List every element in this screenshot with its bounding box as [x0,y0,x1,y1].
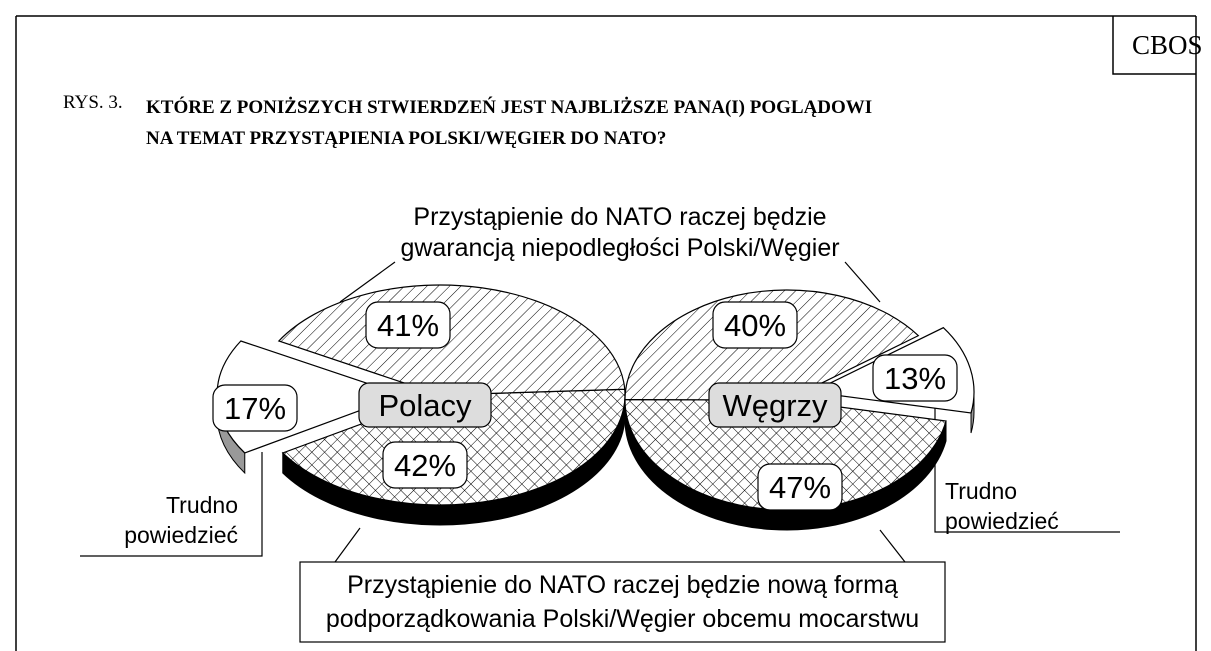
figure-label: RYS. 3. [63,92,123,113]
frame [15,15,1197,651]
value-label: 40% [724,308,786,343]
figure-title: KTÓRE Z PONIŻSZYCH STWIERDZEŃ JEST NAJBL… [146,97,873,149]
value-label: 41% [377,308,439,343]
pie-title: Polacy [378,388,472,423]
category-label: Trudno powiedzieć [945,478,1059,534]
value-label-box [757,463,843,511]
callout-positive: Przystąpienie do NATO raczej będzie gwar… [400,203,840,262]
pie-title-box [358,382,492,428]
value-label-box [212,384,298,432]
value-label-box [712,301,798,349]
value-label-box [872,354,958,402]
value-label-box [382,441,468,489]
value-label: 47% [769,470,831,505]
pie-slice [277,284,626,396]
source: CBOS [1132,30,1203,60]
leader-lines [80,261,1120,643]
value-label: 42% [394,448,456,483]
value-label: 17% [224,391,286,426]
callout-negative: Przystąpienie do NATO raczej będzie nową… [325,571,920,633]
category-label: Trudno powiedzieć [124,492,238,548]
value-label: 13% [884,361,946,396]
pie-title: Węgrzy [722,388,828,423]
pie-title-box [708,382,842,428]
value-label-box [365,301,451,349]
